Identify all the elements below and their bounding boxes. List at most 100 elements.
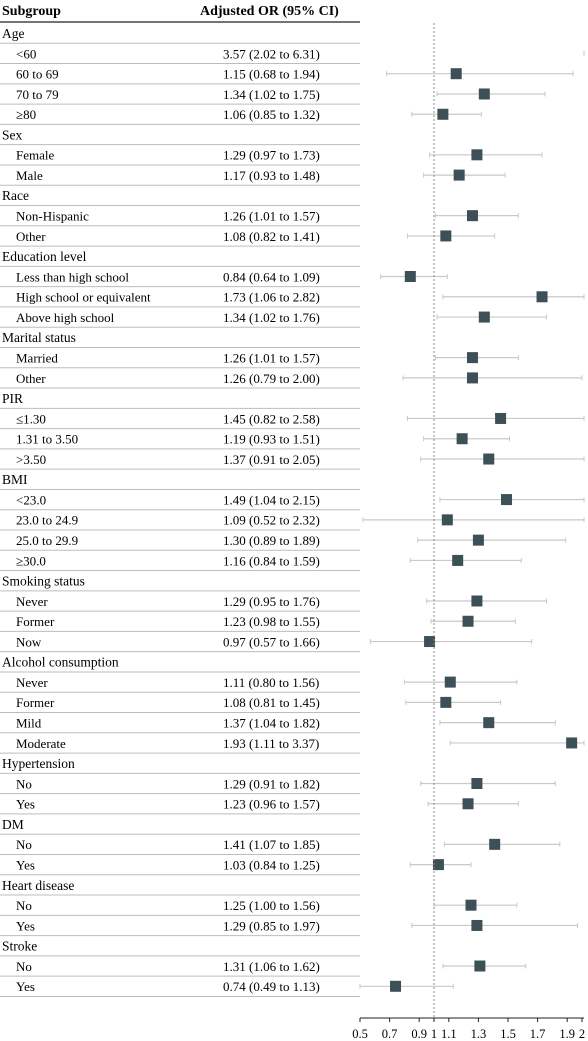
x-tick-label: 1 [431, 1027, 437, 1041]
x-tick-label: 1.3 [471, 1027, 487, 1041]
point-estimate [466, 372, 478, 384]
or-value: 1.73 (1.06 to 2.82) [223, 290, 320, 305]
point-estimate [471, 595, 483, 607]
subgroup-label: No [16, 959, 32, 974]
or-value: 1.29 (0.85 to 1.97) [223, 918, 320, 933]
x-tick-label: 1.7 [530, 1027, 546, 1041]
subgroup-label: Former [16, 695, 55, 710]
or-value: 1.19 (0.93 to 1.51) [223, 432, 320, 447]
or-value: 0.97 (0.57 to 1.66) [223, 634, 320, 649]
point-estimate [444, 676, 456, 688]
subgroup-label: High school or equivalent [16, 290, 151, 305]
group-label: BMI [2, 472, 28, 487]
or-value: 1.26 (1.01 to 1.57) [223, 209, 320, 224]
group-label: Alcohol consumption [2, 655, 119, 670]
subgroup-header: Subgroup [2, 4, 61, 19]
subgroup-label: ≥80 [16, 107, 36, 122]
or-value: 1.15 (0.68 to 1.94) [223, 67, 320, 82]
x-tick-label: 1.5 [500, 1027, 516, 1041]
or-value: 1.37 (1.04 to 1.82) [223, 716, 320, 731]
point-estimate [489, 838, 501, 850]
x-tick-label: 0.9 [411, 1027, 427, 1041]
group-label: Hypertension [2, 756, 75, 771]
point-estimate [474, 960, 486, 972]
point-estimate [440, 230, 452, 242]
or-value: 1.29 (0.91 to 1.82) [223, 776, 320, 791]
or-value: 1.37 (0.91 to 2.05) [223, 452, 320, 467]
or-value: 1.45 (0.82 to 2.58) [223, 411, 320, 426]
point-estimate [466, 352, 478, 364]
x-tick-label: 0.5 [352, 1027, 368, 1041]
or-value: 1.29 (0.97 to 1.73) [223, 148, 320, 163]
subgroup-label: No [16, 837, 32, 852]
group-label: Age [2, 26, 25, 41]
subgroup-label: <60 [16, 46, 36, 61]
or-value: 1.03 (0.84 to 1.25) [223, 857, 320, 872]
point-estimate [462, 798, 474, 810]
point-estimate [440, 696, 452, 708]
subgroup-label: Above high school [16, 310, 115, 325]
point-estimate [390, 980, 402, 992]
point-estimate [456, 433, 468, 445]
point-estimate [453, 169, 465, 181]
point-estimate [483, 453, 495, 465]
subgroup-label: Former [16, 614, 55, 629]
subgroup-label: No [16, 898, 32, 913]
point-estimate [501, 494, 513, 506]
subgroup-label: ≥30.0 [16, 553, 46, 568]
or-value: 1.06 (0.85 to 1.32) [223, 107, 320, 122]
subgroup-label: Yes [16, 918, 35, 933]
or-value: 1.30 (0.89 to 1.89) [223, 533, 320, 548]
group-label: Marital status [2, 330, 76, 345]
group-label: Education level [2, 249, 87, 264]
point-estimate [450, 68, 462, 80]
group-label: Sex [2, 127, 23, 142]
subgroup-label: 23.0 to 24.9 [16, 513, 78, 528]
or-value: 1.93 (1.11 to 3.37) [223, 736, 319, 751]
point-estimate [495, 412, 507, 424]
confidence-intervals [359, 23, 585, 1018]
table-header: Subgroup Adjusted OR (95% CI) [0, 4, 360, 23]
group-label: PIR [2, 391, 23, 406]
point-estimate [536, 291, 548, 303]
point-estimate [471, 919, 483, 931]
x-tick-label: 1.1 [441, 1027, 457, 1041]
x-axis: 0.50.70.911.11.31.51.71.92OR (95% CI) [352, 1017, 585, 1041]
point-estimate [566, 737, 578, 749]
group-label: Heart disease [2, 878, 74, 893]
or-value: 1.29 (0.95 to 1.76) [223, 594, 320, 609]
point-estimate [478, 311, 490, 323]
or-value: 1.31 (1.06 to 1.62) [223, 959, 320, 974]
or-value: 1.11 (0.80 to 1.56) [223, 675, 319, 690]
subgroup-label: 1.31 to 3.50 [16, 432, 78, 447]
subgroup-label: >3.50 [16, 452, 46, 467]
or-value: 1.08 (0.81 to 1.45) [223, 695, 320, 710]
point-estimate [483, 717, 495, 729]
point-estimate [452, 554, 464, 566]
or-value: 1.17 (0.93 to 1.48) [223, 168, 320, 183]
subgroup-label: Yes [16, 857, 35, 872]
subgroup-label: Now [16, 634, 42, 649]
or-value: 1.41 (1.07 to 1.85) [223, 837, 320, 852]
or-value: 1.08 (0.82 to 1.41) [223, 229, 320, 244]
or-value: 1.49 (1.04 to 2.15) [223, 492, 320, 507]
subgroup-label: 25.0 to 29.9 [16, 533, 78, 548]
subgroup-label: Never [16, 594, 48, 609]
subgroup-label: Other [16, 229, 46, 244]
or-value: 1.09 (0.52 to 2.32) [223, 513, 320, 528]
or-value: 1.23 (0.98 to 1.55) [223, 614, 320, 629]
subgroup-label: Never [16, 675, 48, 690]
or-value: 1.23 (0.96 to 1.57) [223, 797, 320, 812]
x-tick-label: 1.9 [559, 1027, 575, 1041]
group-label: Race [2, 188, 29, 203]
subgroup-label: Mild [16, 716, 42, 731]
x-tick-label: 0.7 [382, 1027, 398, 1041]
or-value: 1.25 (1.00 to 1.56) [223, 898, 320, 913]
subgroup-label: ≤1.30 [16, 411, 46, 426]
group-label: DM [2, 817, 24, 832]
subgroup-label: Male [16, 168, 43, 183]
point-estimate [432, 859, 444, 871]
subgroup-label: Moderate [16, 736, 66, 751]
or-value: 1.26 (1.01 to 1.57) [223, 350, 320, 365]
